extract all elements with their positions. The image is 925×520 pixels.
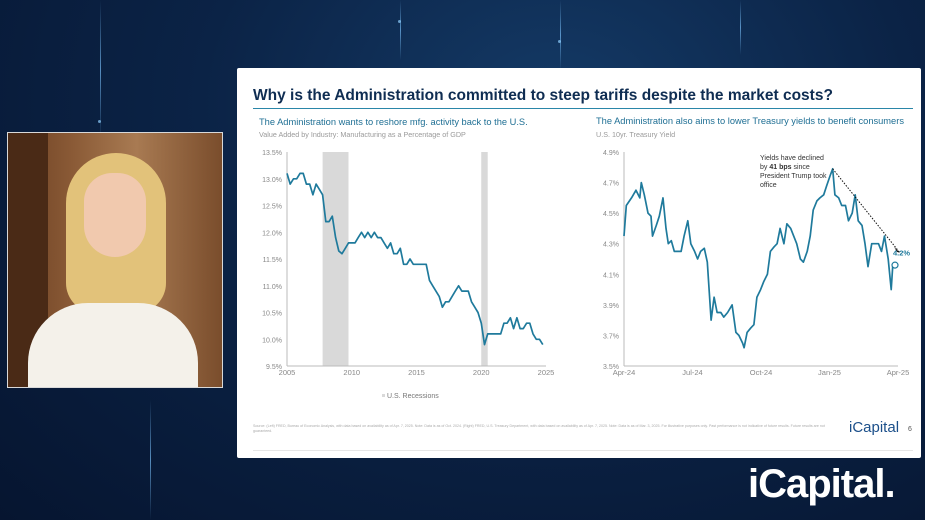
light-streak bbox=[150, 400, 151, 520]
series-line bbox=[623, 167, 896, 349]
recession-band bbox=[481, 152, 488, 366]
annotation-line: Yields have declined bbox=[760, 155, 824, 162]
y-tick-label: 4.9% bbox=[603, 150, 619, 157]
annotation-line: office bbox=[760, 182, 777, 189]
y-tick-label: 13.5% bbox=[262, 150, 282, 157]
light-dot bbox=[398, 20, 401, 23]
webcam-video bbox=[7, 132, 223, 388]
x-tick-label: Apr-24 bbox=[613, 368, 636, 377]
y-tick-label: 4.3% bbox=[603, 242, 619, 249]
y-tick-label: 4.1% bbox=[603, 272, 619, 279]
x-tick-label: 2015 bbox=[408, 368, 425, 377]
face bbox=[84, 173, 146, 257]
y-tick-label: 11.5% bbox=[263, 257, 282, 264]
x-tick-label: Jul-24 bbox=[682, 368, 702, 377]
annotation-line: by 41 bps since bbox=[760, 164, 810, 171]
x-tick-label: Jan-25 bbox=[818, 368, 841, 377]
light-streak bbox=[400, 0, 401, 60]
y-tick-label: 13.0% bbox=[262, 177, 282, 184]
y-tick-label: 4.7% bbox=[603, 181, 619, 188]
y-tick-label: 3.7% bbox=[603, 333, 619, 340]
y-tick-label: 3.9% bbox=[603, 303, 619, 310]
end-value-label: 4.2% bbox=[893, 248, 910, 257]
y-tick-label: 11.0% bbox=[263, 284, 282, 291]
light-dot bbox=[98, 120, 101, 123]
x-tick-label: Apr-25 bbox=[887, 368, 910, 377]
y-tick-label: 4.5% bbox=[603, 211, 619, 218]
charts-canvas: 9.5% 10.0% 10.5% 11.0% 11.5% 12.0% 12.5% 13.0% 1… bbox=[262, 150, 910, 400]
y-tick-label: 12.5% bbox=[262, 204, 282, 211]
left-chart-title: The Administration wants to reshore mfg.… bbox=[259, 117, 528, 127]
y-tick-label: 10.5% bbox=[262, 311, 282, 318]
slide-logo: iCapital bbox=[849, 419, 900, 436]
annotation-span: 41 bps bbox=[769, 164, 791, 171]
blazer bbox=[28, 303, 198, 387]
legend-swatch-recessions bbox=[382, 394, 385, 397]
x-tick-label: Oct-24 bbox=[750, 368, 773, 377]
x-tick-label: 2010 bbox=[343, 368, 360, 377]
footnote: Source: (Left) FRED, Bureau of Economic … bbox=[253, 424, 825, 433]
title-divider bbox=[253, 108, 913, 109]
right-chart-subtitle: U.S. 10yr. Treasury Yield bbox=[596, 130, 676, 139]
y-tick-label: 12.0% bbox=[262, 230, 282, 237]
annotation-span: since bbox=[792, 164, 810, 171]
light-streak bbox=[740, 0, 741, 55]
recession-band bbox=[322, 152, 349, 366]
light-dot bbox=[558, 40, 561, 43]
brand-logo: iCapital. bbox=[748, 462, 896, 506]
annotation-span: by bbox=[760, 164, 769, 171]
page-number: 6 bbox=[908, 426, 912, 433]
right-chart-title: The Administration also aims to lower Tr… bbox=[596, 116, 904, 126]
y-tick-label: 9.5% bbox=[266, 364, 282, 371]
arrow-head-icon bbox=[894, 246, 900, 253]
x-tick-label: 2020 bbox=[473, 368, 490, 377]
footer-divider bbox=[253, 450, 913, 451]
light-streak bbox=[560, 0, 561, 70]
light-streak bbox=[100, 0, 101, 140]
annotation-line: President Trump took bbox=[760, 173, 827, 180]
series-line bbox=[286, 172, 544, 346]
presentation-slide: Why is the Administration committed to s… bbox=[237, 68, 921, 458]
left-chart-subtitle: Value Added by Industry: Manufacturing a… bbox=[259, 130, 466, 139]
slide-title: Why is the Administration committed to s… bbox=[253, 87, 833, 104]
x-tick-label: 2025 bbox=[538, 368, 555, 377]
legend-label-recessions: U.S. Recessions bbox=[387, 393, 439, 400]
y-tick-label: 3.5% bbox=[603, 364, 619, 371]
trend-arrow bbox=[832, 168, 901, 254]
y-tick-label: 10.0% bbox=[262, 337, 282, 344]
x-tick-label: 2005 bbox=[279, 368, 296, 377]
end-point-marker bbox=[891, 261, 899, 269]
